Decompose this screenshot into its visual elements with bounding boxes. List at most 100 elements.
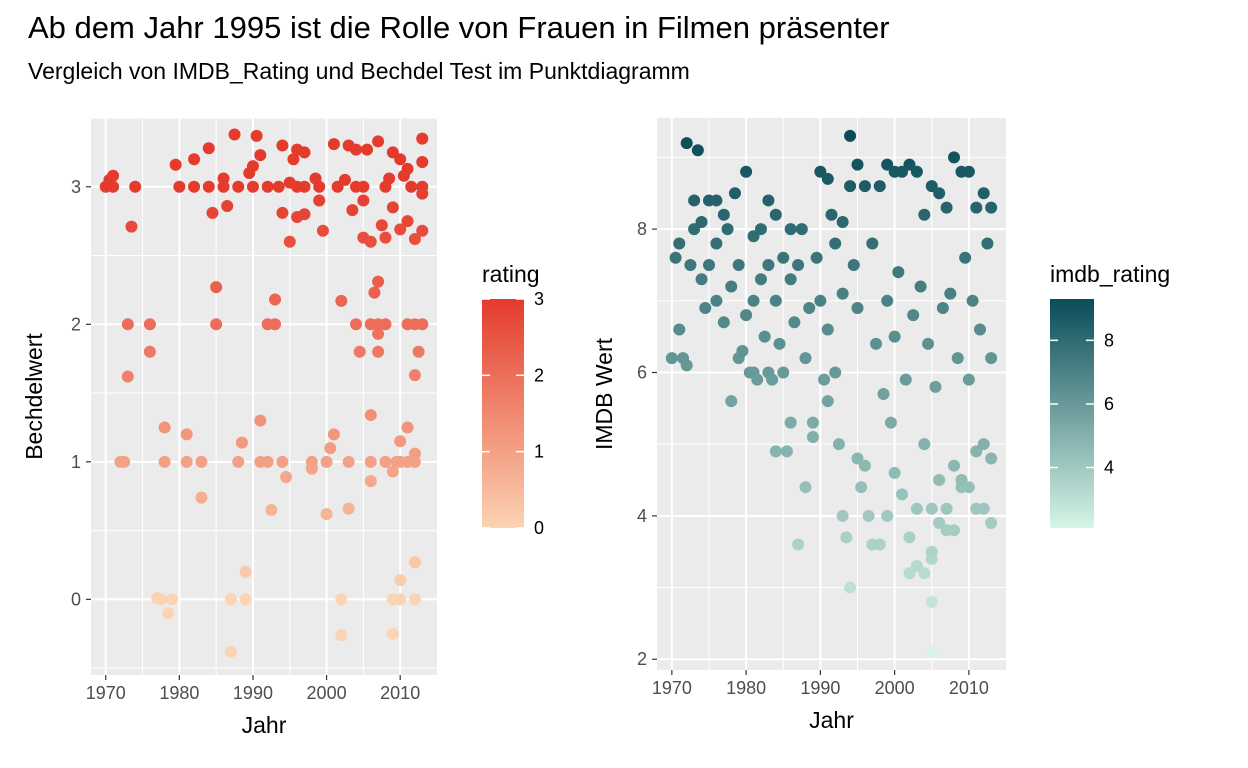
data-point [873,538,886,551]
data-point [180,428,193,441]
legend-tick-label: 6 [1104,394,1114,414]
data-point [368,286,381,299]
data-point [364,235,377,248]
x-axis-title: Jahr [809,707,854,733]
data-point [747,294,760,307]
data-point [710,237,723,250]
data-point [832,438,845,451]
data-point [412,345,425,358]
data-point [195,455,208,468]
data-point [298,208,311,221]
data-point [217,172,230,185]
x-tick-label: 1980 [726,678,766,698]
data-point [350,318,363,331]
data-point [143,345,156,358]
data-point [408,447,421,460]
data-point [910,502,923,515]
data-point [896,488,909,501]
data-points [665,129,998,659]
data-point [265,503,278,516]
data-point [851,301,864,314]
data-point [342,455,355,468]
data-point [162,607,175,620]
legend-title: imdb_rating [1050,261,1170,287]
data-point [866,237,879,250]
x-tick-label: 1970 [652,678,692,698]
data-point [933,474,946,487]
x-axis-title: Jahr [242,712,287,738]
data-point [386,465,399,478]
data-point [754,273,767,286]
y-axis-title: Bechdelwert [21,333,47,460]
data-point [699,301,712,314]
data-point [918,208,931,221]
data-point [710,294,723,307]
data-point [821,172,834,185]
y-tick-label: 3 [71,177,81,197]
data-point [914,280,927,293]
data-point [788,316,801,329]
data-point [799,481,812,494]
data-point [959,251,972,264]
data-point [985,201,998,214]
data-point [844,581,857,594]
data-point [873,180,886,193]
data-point [669,251,682,264]
data-point [364,475,377,488]
chart-subtitle: Vergleich von IMDB_Rating und Bechdel Te… [28,58,690,84]
data-point [125,220,138,233]
data-point [232,180,245,193]
data-point [803,301,816,314]
data-point [948,459,961,472]
data-point [762,258,775,271]
data-point [688,194,701,207]
data-point [758,330,771,343]
x-tick-label: 1990 [233,683,273,703]
data-point [342,502,355,515]
data-point [361,143,374,156]
data-point [769,208,782,221]
data-point [740,309,753,322]
data-point [324,442,337,455]
data-points [99,128,429,658]
data-point [202,180,215,193]
data-point [210,281,223,294]
data-point [298,146,311,159]
data-point [372,275,385,288]
data-point [725,280,738,293]
x-tick-label: 1990 [800,678,840,698]
data-point [173,180,186,193]
data-point [210,318,223,331]
data-point [844,180,857,193]
data-point [806,431,819,444]
data-point [836,287,849,300]
data-point [180,455,193,468]
data-point [107,169,120,182]
data-point [858,459,871,472]
data-point [881,509,894,522]
data-point [818,373,831,386]
data-point [276,206,289,219]
data-point [836,215,849,228]
data-point [918,438,931,451]
data-point [929,380,942,393]
data-point [280,470,293,483]
data-point [762,194,775,207]
data-point [855,481,868,494]
data-point [357,194,370,207]
data-point [372,345,385,358]
y-axis-title: IMDB Wert [591,337,617,450]
data-point [416,156,429,169]
data-point [338,173,351,186]
data-point [888,466,901,479]
data-point [688,223,701,236]
data-point [944,287,957,300]
chart-title: Ab dem Jahr 1995 ist die Rolle von Fraue… [28,10,890,45]
data-point [784,273,797,286]
data-point [933,187,946,200]
data-point [353,345,366,358]
data-point [188,180,201,193]
data-point [825,208,838,221]
data-point [769,445,782,458]
data-point [680,359,693,372]
